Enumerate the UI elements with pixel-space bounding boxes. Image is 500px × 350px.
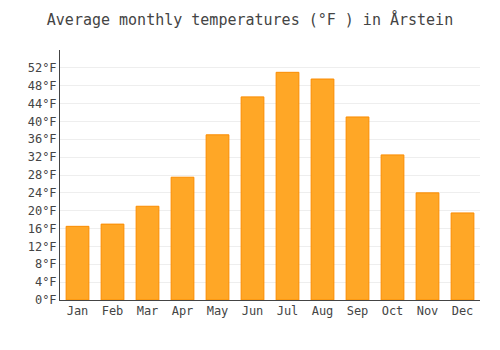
svg-text:Feb: Feb xyxy=(102,304,124,318)
svg-text:36°F: 36°F xyxy=(28,132,57,146)
svg-text:Jul: Jul xyxy=(277,304,299,318)
svg-text:4°F: 4°F xyxy=(35,275,57,289)
svg-text:28°F: 28°F xyxy=(28,168,57,182)
svg-text:May: May xyxy=(207,304,229,318)
svg-text:Jun: Jun xyxy=(242,304,264,318)
svg-text:Apr: Apr xyxy=(172,304,194,318)
svg-text:24°F: 24°F xyxy=(28,186,57,200)
svg-text:44°F: 44°F xyxy=(28,97,57,111)
svg-text:Nov: Nov xyxy=(417,304,439,318)
svg-text:Jan: Jan xyxy=(67,304,89,318)
svg-text:Average monthly temperatures (: Average monthly temperatures (°F ) in År… xyxy=(47,10,453,29)
svg-text:Dec: Dec xyxy=(452,304,474,318)
svg-text:20°F: 20°F xyxy=(28,204,57,218)
svg-text:8°F: 8°F xyxy=(35,257,57,271)
svg-text:0°F: 0°F xyxy=(35,293,57,307)
svg-text:12°F: 12°F xyxy=(28,240,57,254)
svg-text:Aug: Aug xyxy=(312,304,334,318)
svg-text:52°F: 52°F xyxy=(28,61,57,75)
svg-text:48°F: 48°F xyxy=(28,79,57,93)
svg-text:Sep: Sep xyxy=(347,304,369,318)
svg-text:40°F: 40°F xyxy=(28,115,57,129)
svg-text:16°F: 16°F xyxy=(28,222,57,236)
svg-text:32°F: 32°F xyxy=(28,150,57,164)
svg-text:Oct: Oct xyxy=(382,304,404,318)
svg-text:Mar: Mar xyxy=(137,304,159,318)
